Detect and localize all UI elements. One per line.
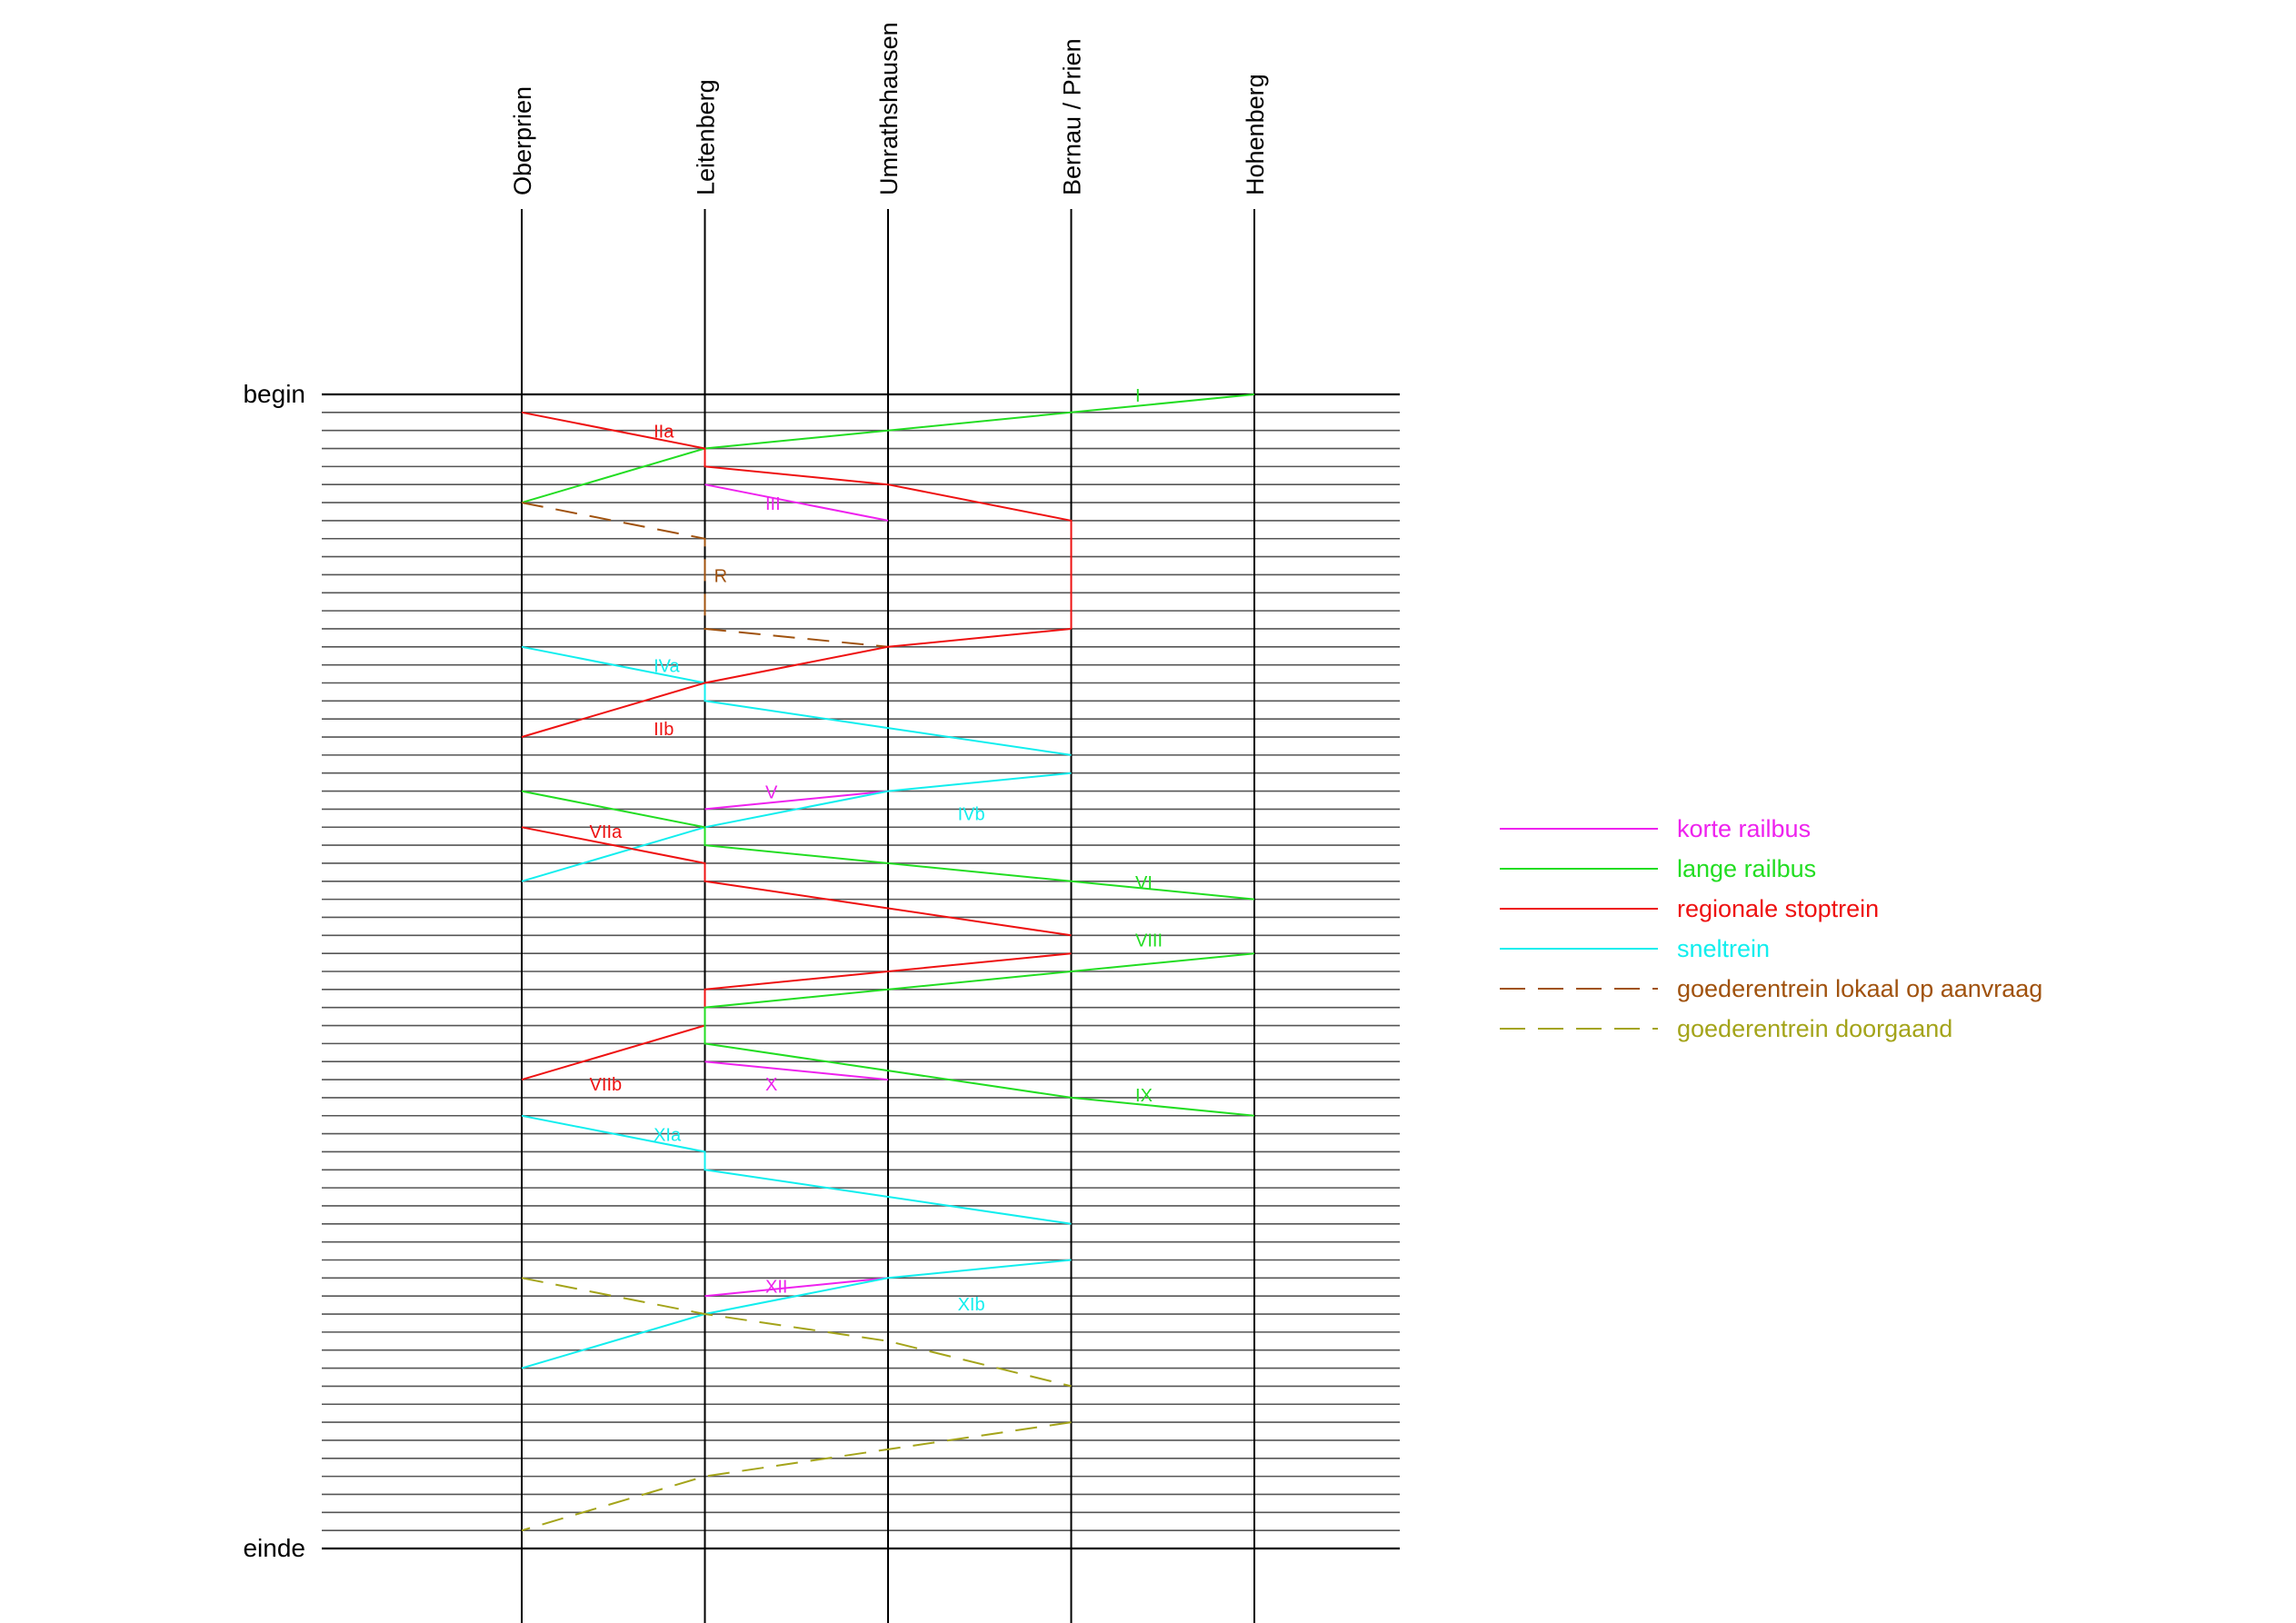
legend-label-regional: regionale stoptrein	[1677, 895, 1879, 922]
legend-label-lange: lange railbus	[1677, 855, 1816, 882]
train-path-snel	[521, 645, 1072, 756]
train-label: XII	[765, 1277, 787, 1297]
train-label: VIIa	[590, 822, 623, 842]
train-label: XIb	[958, 1295, 985, 1315]
train-path-regional	[521, 411, 1073, 629]
train-label: IVa	[654, 657, 680, 677]
train-path-snel	[521, 772, 1072, 882]
station-label: Umrathshausen	[875, 22, 903, 195]
train-path-regional	[521, 952, 1072, 1081]
train-paths	[521, 393, 1255, 1532]
legend-label-korte: korte railbus	[1677, 815, 1811, 842]
train-label: IIa	[654, 423, 674, 443]
train-path-regional	[521, 826, 1072, 937]
train-path-korte	[704, 1277, 889, 1298]
train-label: IX	[1135, 1086, 1153, 1106]
train-path-goed_door	[521, 1421, 1072, 1532]
legend: korte railbus lange railbus regionale stop…	[1500, 815, 2042, 1042]
train-path-korte	[704, 1060, 889, 1081]
train-label: VI	[1135, 873, 1153, 893]
station-label: Oberprien	[509, 86, 536, 195]
legend-label-goed_lokaal: goederentrein lokaal op aanvraag	[1677, 975, 2042, 1002]
station-label: Leitenberg	[693, 79, 720, 195]
train-path-goed_door	[521, 1277, 1072, 1388]
station-label: Bernau / Prien	[1059, 38, 1086, 195]
train-path-lange	[704, 952, 1255, 1117]
train-label: V	[765, 783, 778, 803]
train-label: X	[765, 1075, 777, 1095]
legend-label-snel: sneltrein	[1677, 935, 1770, 962]
train-label: III	[765, 494, 781, 514]
train-label: I	[1135, 386, 1141, 406]
station-label: Hohenberg	[1242, 74, 1269, 195]
train-label: R	[714, 566, 727, 586]
train-path-snel	[521, 1259, 1072, 1369]
train-path-lange	[521, 393, 1255, 504]
time-grid	[322, 393, 1400, 1550]
train-path-korte	[704, 790, 889, 811]
train-path-lange	[521, 790, 1255, 901]
train-path-regional	[521, 628, 1072, 738]
train-label: XIa	[654, 1126, 682, 1146]
train-path-snel	[521, 1114, 1072, 1225]
train-label: VIIb	[590, 1075, 623, 1095]
train-path-korte	[704, 483, 889, 522]
train-label: IIb	[654, 720, 674, 740]
train-label: IVb	[958, 804, 985, 824]
time-start-label: begin	[243, 380, 305, 408]
legend-label-goed_door: goederentrein doorgaand	[1677, 1015, 1952, 1042]
time-end-label: einde	[243, 1534, 305, 1562]
train-label: VIII	[1135, 931, 1163, 951]
